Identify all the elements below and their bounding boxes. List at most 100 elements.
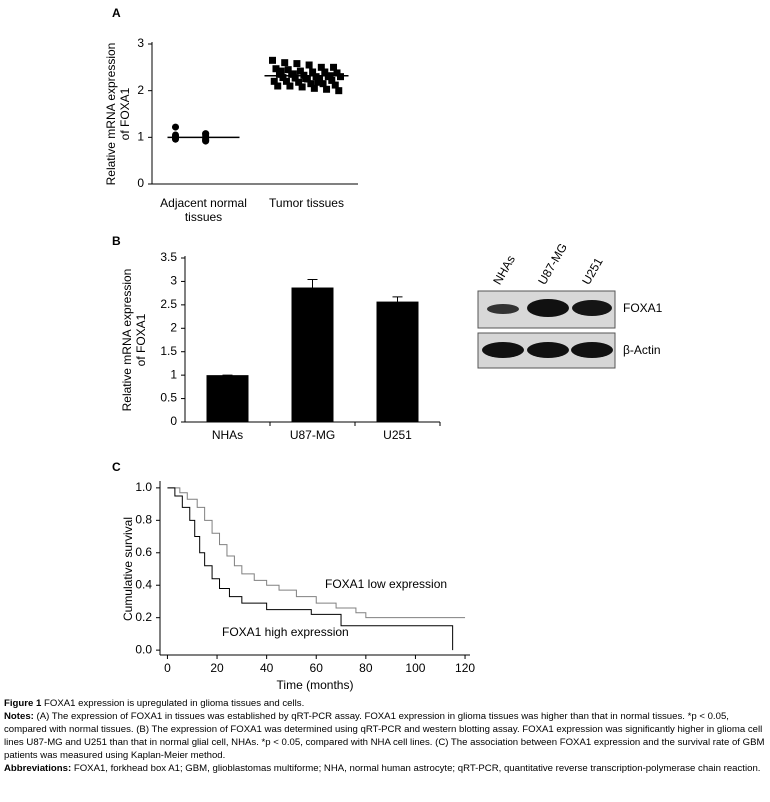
data-point — [323, 85, 331, 93]
x-tick-label: 60 — [310, 661, 324, 675]
blot-lane-label: U87-MG — [535, 241, 570, 287]
data-point — [202, 137, 210, 145]
figure-label: Figure 1 — [4, 698, 42, 709]
y-tick-label: 3.5 — [160, 250, 177, 264]
figure-text: FOXA1 expression is upregulated in gliom… — [44, 698, 305, 709]
western-blot — [477, 290, 616, 369]
data-point — [330, 63, 338, 71]
figure-caption: Figure 1 FOXA1 expression is upregulated… — [4, 697, 766, 775]
data-point — [333, 69, 341, 77]
blot-band-label: FOXA1 — [623, 301, 663, 315]
blot-band — [571, 342, 613, 358]
data-point — [309, 68, 317, 76]
panel-letter: C — [112, 460, 121, 474]
data-point — [307, 80, 315, 88]
data-point — [284, 66, 292, 74]
panel-letter: A — [112, 6, 121, 20]
data-point — [272, 65, 280, 73]
x-tick-label: Tumor tissues — [269, 196, 344, 210]
data-point — [296, 67, 304, 75]
caption-notes: Notes: (A) The expression of FOXA1 in ti… — [4, 710, 766, 762]
data-point — [317, 63, 325, 71]
y-tick-label: 1 — [170, 367, 177, 381]
data-point — [302, 75, 310, 83]
y-tick-label: 0.5 — [160, 391, 177, 405]
data-point — [298, 83, 306, 91]
data-point — [277, 67, 285, 75]
y-tick-label: 0 — [137, 176, 144, 190]
data-point — [328, 76, 336, 84]
x-tick-label: NHAs — [212, 428, 243, 442]
series-label: FOXA1 low expression — [325, 577, 447, 591]
blot-lane-label: NHAs — [490, 253, 518, 287]
panel-letter: B — [112, 234, 121, 248]
y-axis-label: Relative mRNA expression of FOXA1 — [120, 268, 148, 412]
survival-curve — [167, 487, 466, 619]
data-point — [286, 82, 294, 90]
y-tick-label: 1.0 — [135, 480, 152, 494]
y-tick-label: 3 — [137, 36, 144, 50]
x-tick-label: U251 — [383, 428, 412, 442]
x-tick-label: U87-MG — [290, 428, 335, 442]
blot-band — [527, 342, 569, 358]
data-point — [274, 82, 282, 90]
data-point — [172, 123, 179, 131]
data-point — [293, 60, 301, 68]
survival-curve — [167, 487, 454, 651]
notes-label: Notes: — [4, 711, 34, 722]
data-point — [202, 130, 210, 138]
x-tick-label: 100 — [405, 661, 425, 675]
y-tick-label: 0.2 — [135, 610, 152, 624]
y-tick-label: 0.8 — [135, 512, 152, 526]
bar — [376, 301, 419, 422]
x-tick-label: 120 — [455, 661, 475, 675]
blot-band — [572, 300, 612, 316]
caption-abbreviations: Abbreviations: FOXA1, forkhead box A1; G… — [4, 762, 766, 775]
y-axis-label: Cumulative survival — [121, 516, 135, 622]
y-tick-label: 0.4 — [135, 577, 152, 591]
x-tick-label: 0 — [164, 661, 171, 675]
data-point — [337, 73, 344, 81]
x-tick-label: 20 — [210, 661, 224, 675]
data-point — [270, 77, 278, 85]
x-tick-label: 40 — [260, 661, 274, 675]
blot-band — [487, 304, 519, 314]
y-tick-label: 3 — [170, 274, 177, 288]
caption-title: Figure 1 FOXA1 expression is upregulated… — [4, 697, 766, 710]
x-tick-label: 80 — [359, 661, 373, 675]
y-tick-label: 0.0 — [135, 642, 152, 656]
y-tick-label: 0.6 — [135, 545, 152, 559]
bar — [206, 375, 249, 422]
x-axis-label: Time (months) — [277, 678, 354, 692]
y-axis-label: Relative mRNA expression of FOXA1 — [104, 42, 132, 186]
data-point — [321, 68, 329, 76]
data-point — [295, 78, 303, 86]
blot-band — [527, 299, 569, 317]
data-point — [281, 59, 289, 67]
data-point — [335, 87, 343, 95]
data-point — [314, 78, 322, 86]
data-point — [282, 77, 290, 85]
x-tick-label: Adjacent normal tissues — [160, 196, 247, 224]
data-point — [289, 70, 297, 78]
figure: A 0 1 2 3 B 0 0.5 1 1.5 2 2.5 3 3.5 NHAs U87-MG U251 NHAs… — [112, 6, 663, 692]
y-tick-label: 0 — [170, 414, 177, 428]
blot-band-label: β-Actin — [623, 343, 661, 357]
notes-text: (A) The expression of FOXA1 in tissues w… — [4, 711, 765, 761]
blot-lane-label: U251 — [579, 255, 606, 287]
data-point — [269, 56, 276, 64]
y-tick-label: 1.5 — [160, 344, 177, 358]
y-tick-label: 2 — [170, 320, 177, 334]
blot-band — [482, 342, 524, 358]
y-tick-label: 1 — [137, 130, 144, 144]
data-point — [319, 80, 327, 88]
y-tick-label: 2 — [137, 83, 144, 97]
error-bar — [392, 296, 403, 307]
series-label: FOXA1 high expression — [222, 625, 349, 639]
y-tick-label: 2.5 — [160, 297, 177, 311]
data-point — [331, 81, 339, 89]
data-point — [291, 74, 299, 82]
data-point — [310, 84, 318, 92]
abbreviations-text: FOXA1, forkhead box A1; GBM, glioblastom… — [73, 763, 761, 774]
